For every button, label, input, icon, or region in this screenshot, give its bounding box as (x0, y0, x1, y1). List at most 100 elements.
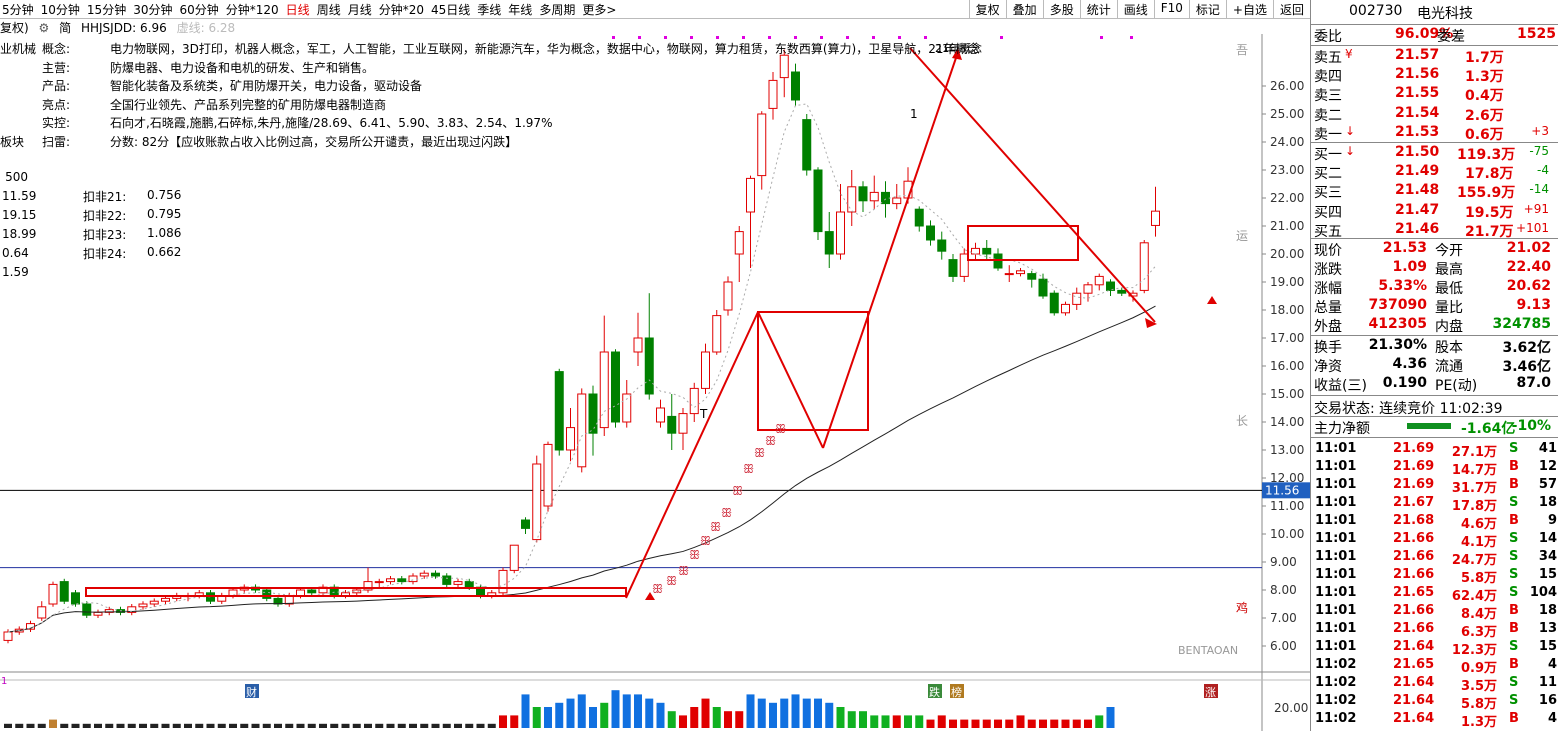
weibi-label: 委比 (1314, 29, 1342, 45)
tick-time: 11:02 (1315, 675, 1357, 690)
period-tab[interactable]: 10分钟 (40, 3, 80, 17)
xian-value: 虚线: 6.28 (176, 21, 236, 35)
tool-button[interactable]: 返回 (1272, 0, 1310, 18)
period-tab[interactable]: 多周期 (539, 3, 576, 17)
volume-bar (1061, 719, 1070, 728)
candle (869, 175, 879, 210)
profile-row-value: 智能化装备及系统类，矿用防爆开关，电力设备，驱动设备 (110, 79, 423, 93)
signal-dot (898, 36, 901, 39)
tick-count: 18 (1538, 603, 1557, 618)
period-tab[interactable]: 更多> (582, 3, 617, 17)
tick-side: S (1509, 693, 1519, 708)
bid-row[interactable]: 买三 21.48 155.9万 -14 (1311, 181, 1558, 202)
t-mark: T (699, 407, 708, 421)
fuquan-label[interactable]: 复权) (0, 21, 29, 35)
tick-price: 21.67 (1393, 495, 1435, 510)
volume-y-tick: 20.00 (1274, 701, 1308, 715)
main-flow-pct: -10% (1511, 418, 1551, 434)
indicator-name[interactable]: 简 (59, 21, 72, 35)
ma-long-line (7, 305, 1156, 633)
candle (701, 343, 710, 394)
period-tab[interactable]: 5分钟 (2, 3, 34, 17)
bid-row[interactable]: 买二 21.49 17.8万 -4 (1311, 162, 1558, 182)
volume-bar (1072, 719, 1081, 728)
tick-volume: 5.8万 (1460, 571, 1497, 586)
stat-row: 换手 21.30% 股本 3.62亿 (1311, 336, 1558, 356)
volume-bar (240, 723, 249, 728)
bid-row[interactable]: 买一 ↓ 21.50 119.3万 -75 (1311, 143, 1558, 163)
butterfly-marker: ꕥ (666, 574, 677, 588)
stat-row: 现价 21.53 今开 21.02 (1311, 239, 1558, 259)
volume-bar (667, 711, 676, 728)
period-tab[interactable]: 60分钟 (179, 3, 219, 17)
candle (543, 441, 553, 512)
period-tab[interactable]: 季线 (477, 3, 502, 17)
bid-price: 21.49 (1395, 163, 1440, 180)
weibi-row: 委比 96.09% 委差 1525 (1311, 25, 1558, 45)
period-tab[interactable]: 分钟*20 (378, 3, 424, 17)
kline-chart[interactable]: 26.0025.0024.0023.0022.0021.0020.0019.00… (0, 34, 1310, 731)
tool-button[interactable]: F10 (1153, 0, 1189, 18)
volume-bar (487, 723, 496, 728)
ask-row[interactable]: 卖四 21.56 1.3万 (1311, 65, 1558, 85)
separator (1311, 24, 1558, 25)
volume-bar (757, 698, 766, 728)
butterfly-marker: ꕥ (652, 582, 663, 596)
trend-down-line-1 (757, 311, 824, 449)
stat-row: 涨幅 5.33% 最低 20.62 (1311, 277, 1558, 297)
candle (1072, 287, 1082, 310)
bid-row[interactable]: 买四 21.47 19.5万 +91 (1311, 201, 1558, 221)
period-tab[interactable]: 月线 (347, 3, 372, 17)
period-tab[interactable]: 15分钟 (86, 3, 127, 17)
ask-row[interactable]: 卖五 ¥21.57 1.7万 (1311, 46, 1558, 66)
ju-mark: 1 (910, 107, 918, 121)
bid-volume: 155.9万 (1457, 185, 1516, 202)
profile-row-label: 实控: (42, 116, 71, 130)
tick-price: 21.64 (1393, 711, 1435, 726)
volume-bar (532, 707, 541, 728)
tool-button[interactable]: 叠加 (1005, 0, 1043, 18)
period-tab[interactable]: 日线 (285, 3, 310, 17)
period-tab[interactable]: 45日线 (431, 3, 471, 17)
volume-bar (870, 715, 879, 728)
volume-bar (915, 715, 924, 728)
koufei-value: 0.662 (147, 245, 182, 259)
tool-button[interactable]: 复权 (968, 0, 1006, 18)
candle (982, 240, 992, 260)
period-tab[interactable]: 周线 (316, 3, 341, 17)
tick-volume: 6.3万 (1460, 625, 1497, 640)
tool-button[interactable]: +自选 (1225, 0, 1273, 18)
volume-bar (1016, 715, 1025, 728)
period-tab[interactable]: 分钟*120 (225, 3, 279, 17)
signal-dot (872, 36, 875, 39)
tool-button[interactable]: 统计 (1079, 0, 1117, 18)
formula-value: HHJSJDD: 6.96 (80, 21, 167, 35)
tick-side: B (1509, 603, 1519, 618)
tick-price: 21.64 (1393, 675, 1435, 690)
tick-price: 21.66 (1393, 603, 1435, 618)
volume-bar (251, 723, 260, 728)
tool-button[interactable]: 多股 (1042, 0, 1080, 18)
tick-time: 11:01 (1315, 531, 1357, 546)
tick-count: 15 (1538, 567, 1557, 582)
tool-button[interactable]: 画线 (1116, 0, 1154, 18)
signal-dot (638, 36, 641, 39)
butterfly-marker: ꕥ (689, 548, 700, 562)
bid-row[interactable]: 买五 21.46 21.7万 +101 (1311, 220, 1558, 240)
settings-icon[interactable]: ⚙ (38, 21, 50, 35)
event-badge (950, 684, 964, 698)
ask-price: 21.55 (1395, 85, 1440, 102)
y-tick-label: 20.00 (1270, 247, 1304, 261)
volume-bar (724, 711, 732, 728)
ask-row[interactable]: 卖二 21.54 2.6万 (1311, 104, 1558, 124)
period-tab[interactable]: 30分钟 (133, 3, 173, 17)
period-tab[interactable]: 年线 (508, 3, 533, 17)
ask-row[interactable]: 卖一 ↓ 21.53 0.6万 +3 (1311, 123, 1558, 143)
tick-row: 11:01 21.69 27.1万 S 41 (1311, 440, 1558, 460)
separator (1311, 395, 1558, 396)
tick-side: B (1509, 657, 1519, 672)
ask-row[interactable]: 卖三 21.55 0.4万 (1311, 84, 1558, 104)
bid-change: -14 (1529, 182, 1549, 197)
butterfly-marker: ꕥ (721, 506, 732, 520)
tool-button[interactable]: 标记 (1188, 0, 1226, 18)
